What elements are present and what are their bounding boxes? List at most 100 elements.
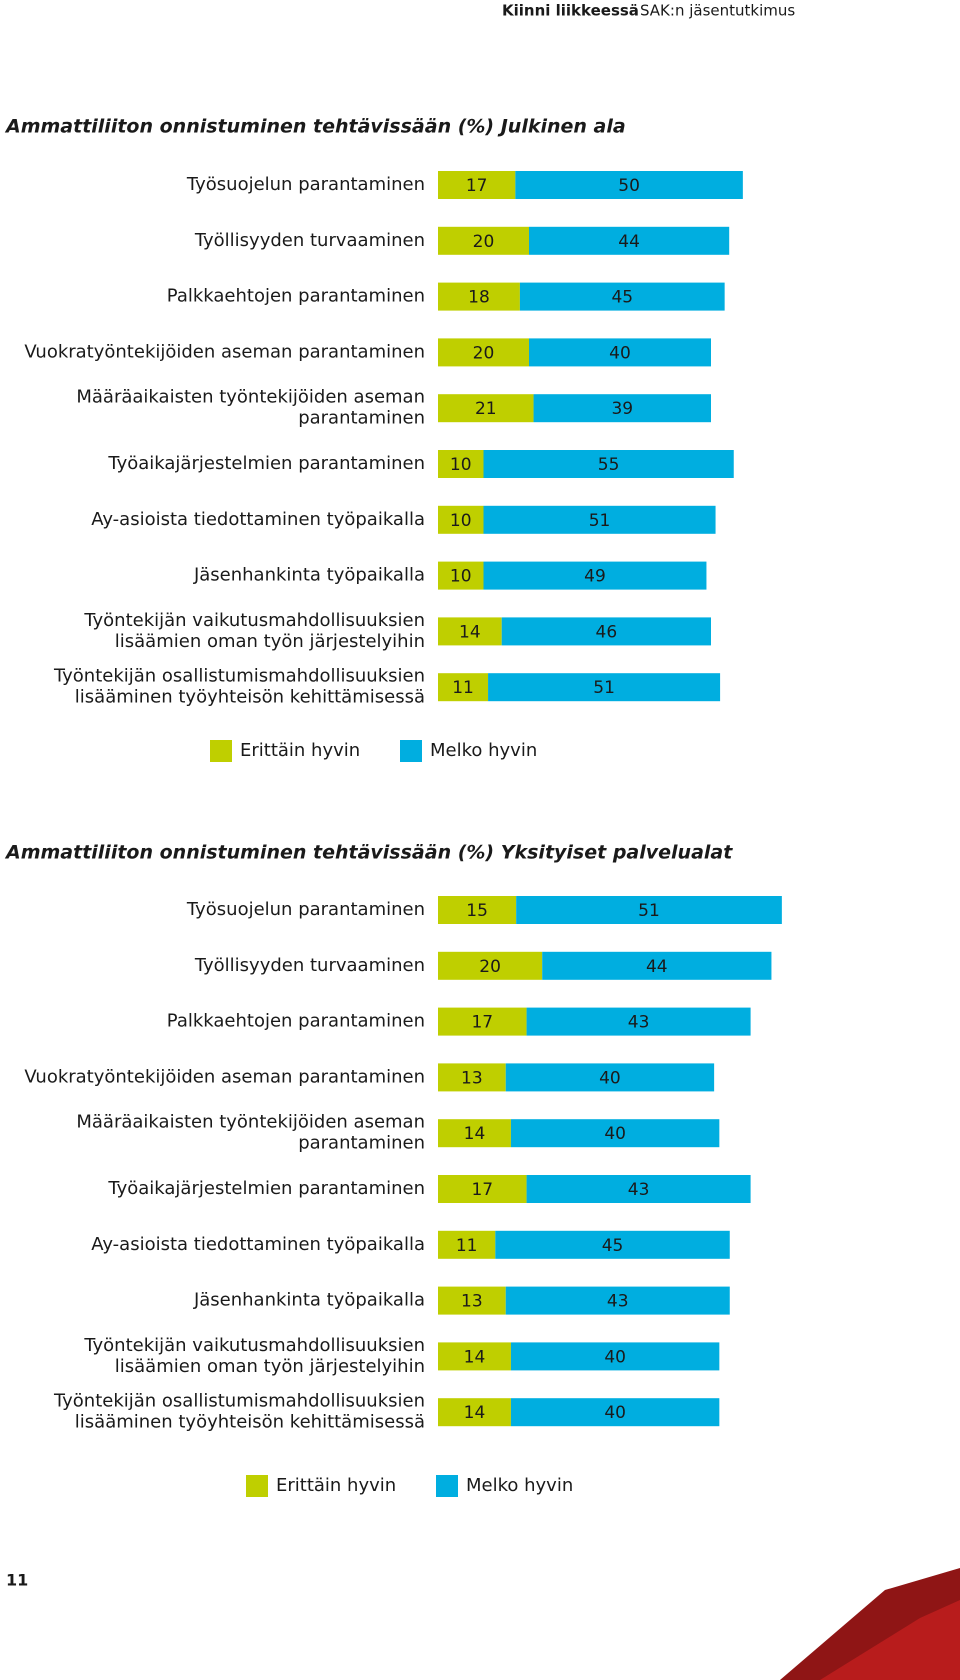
value-label: 15 xyxy=(466,901,488,921)
category-label: parantaminen xyxy=(298,408,425,429)
bar-segment xyxy=(438,338,529,367)
bar-segment xyxy=(438,1230,496,1259)
value-label: 20 xyxy=(473,343,495,363)
category-label: Työllisyyden turvaaminen xyxy=(194,230,425,251)
value-label: 55 xyxy=(598,455,620,475)
bar-segment xyxy=(483,450,734,478)
value-label: 13 xyxy=(461,1068,483,1088)
category-label: Jäsenhankinta työpaikalla xyxy=(193,1290,425,1311)
category-label: Työllisyyden turvaaminen xyxy=(194,955,425,976)
category-label: Työntekijän osallistumismahdollisuuksien xyxy=(53,1391,425,1412)
value-label: 40 xyxy=(604,1347,626,1367)
legend-swatch xyxy=(210,740,232,762)
category-label: Työntekijän osallistumismahdollisuuksien xyxy=(53,666,425,687)
value-label: 51 xyxy=(638,901,660,921)
value-label: 46 xyxy=(596,622,618,642)
legend-label: Erittäin hyvin xyxy=(240,740,360,761)
value-label: 14 xyxy=(464,1347,486,1367)
value-label: 17 xyxy=(471,1013,493,1033)
value-label: 17 xyxy=(466,176,488,196)
chart-title: Ammattiliiton onnistuminen tehtävissään … xyxy=(4,116,626,138)
value-label: 45 xyxy=(602,1236,624,1256)
category-label: Ay-asioista tiedottaminen työpaikalla xyxy=(91,509,425,530)
bar-segment xyxy=(529,338,711,367)
value-label: 20 xyxy=(473,232,495,252)
category-label: parantaminen xyxy=(298,1133,425,1154)
category-label: Palkkaehtojen parantaminen xyxy=(167,1011,425,1032)
category-label: lisäämien oman työn järjestelyihin xyxy=(115,1356,425,1377)
category-label: lisääminen työyhteisön kehittämisessä xyxy=(75,1412,425,1433)
category-label: Työsuojelun parantaminen xyxy=(186,899,425,920)
value-label: 21 xyxy=(475,399,497,419)
value-label: 11 xyxy=(456,1236,478,1256)
bar-segment xyxy=(438,561,484,590)
value-label: 51 xyxy=(593,678,615,698)
value-label: 17 xyxy=(471,1180,493,1200)
bar-segment xyxy=(526,1175,751,1203)
value-label: 40 xyxy=(599,1068,621,1088)
legend-label: Erittäin hyvin xyxy=(276,1475,396,1496)
bar-segment xyxy=(519,282,725,311)
category-label: Työsuojelun parantaminen xyxy=(186,174,425,195)
category-label: Määräaikaisten työntekijöiden aseman xyxy=(76,1112,425,1133)
bar-segment xyxy=(438,1398,511,1427)
header-section: Kiinni liikkeessä xyxy=(502,2,639,20)
value-label: 14 xyxy=(459,622,481,642)
category-label: Määräaikaisten työntekijöiden aseman xyxy=(76,387,425,408)
value-label: 20 xyxy=(479,957,501,977)
value-label: 43 xyxy=(628,1180,650,1200)
bar-segment xyxy=(483,561,707,590)
value-label: 39 xyxy=(611,399,633,419)
bar-segment xyxy=(533,394,711,423)
page-number: 11 xyxy=(6,1571,28,1590)
value-label: 40 xyxy=(609,343,631,363)
bar-segment xyxy=(438,394,534,423)
bar-segment xyxy=(438,673,489,702)
value-label: 14 xyxy=(464,1124,486,1144)
bar-segment xyxy=(501,617,711,646)
value-label: 43 xyxy=(628,1013,650,1033)
chart-title: Ammattiliiton onnistuminen tehtävissään … xyxy=(4,842,733,864)
value-label: 45 xyxy=(611,288,633,308)
category-label: Jäsenhankinta työpaikalla xyxy=(193,565,425,586)
bar-segment xyxy=(438,1175,527,1203)
category-label: Työntekijän vaikutusmahdollisuuksien xyxy=(83,610,425,631)
bar-segment xyxy=(529,226,730,255)
bar-segment xyxy=(438,1063,506,1092)
legend-swatch xyxy=(246,1475,268,1497)
corner-decoration xyxy=(820,1600,960,1680)
bar-segment xyxy=(505,1286,730,1315)
bar-segment xyxy=(516,896,782,924)
bar-segment xyxy=(510,1119,720,1148)
value-label: 10 xyxy=(450,455,472,475)
category-label: Työntekijän vaikutusmahdollisuuksien xyxy=(83,1335,425,1356)
category-label: lisääminen työyhteisön kehittämisessä xyxy=(75,687,425,708)
category-label: Vuokratyöntekijöiden aseman parantaminen xyxy=(24,1066,425,1087)
header-publication: SAK:n jäsentutkimus xyxy=(640,2,795,20)
value-label: 44 xyxy=(618,232,640,252)
value-label: 51 xyxy=(589,511,611,531)
bar-segment xyxy=(488,673,721,702)
bar-segment xyxy=(505,1063,715,1092)
bar-segment xyxy=(438,951,543,980)
value-label: 40 xyxy=(604,1403,626,1423)
legend-swatch xyxy=(400,740,422,762)
bar-segment xyxy=(438,505,484,534)
value-label: 10 xyxy=(450,567,472,587)
category-label: Palkkaehtojen parantaminen xyxy=(167,286,425,307)
bar-segment xyxy=(438,450,484,478)
category-label: lisäämien oman työn järjestelyihin xyxy=(115,631,425,652)
bar-segment xyxy=(438,1286,506,1315)
category-label: Työaikajärjestelmien parantaminen xyxy=(107,453,425,474)
value-label: 50 xyxy=(618,176,640,196)
bar-segment xyxy=(438,1007,527,1036)
value-label: 40 xyxy=(604,1124,626,1144)
value-label: 18 xyxy=(468,288,490,308)
bar-segment xyxy=(438,282,520,311)
bar-segment xyxy=(438,896,517,924)
bar-segment xyxy=(438,171,516,199)
bar-segment xyxy=(438,226,529,255)
bar-segment xyxy=(510,1398,720,1427)
bar-segment xyxy=(515,171,743,199)
